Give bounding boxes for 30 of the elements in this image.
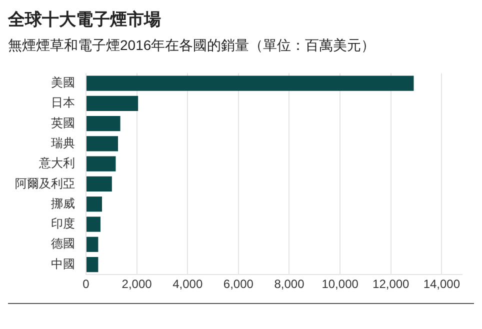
bar xyxy=(86,156,116,172)
x-tick-label: 12,000 xyxy=(372,277,410,292)
y-tick-label: 意大利 xyxy=(38,156,75,170)
y-tick-label: 美國 xyxy=(51,76,75,90)
y-tick-label: 印度 xyxy=(51,216,75,231)
bar xyxy=(86,176,112,192)
y-tick-label: 英國 xyxy=(51,116,75,130)
x-tick-label: 14,000 xyxy=(423,277,460,292)
y-tick-label: 阿爾及利亞 xyxy=(15,176,75,190)
bar xyxy=(86,96,138,111)
bar xyxy=(86,196,102,212)
x-tick-label: 4,000 xyxy=(172,277,203,292)
x-tick-label: 2,000 xyxy=(122,277,152,292)
bar xyxy=(86,136,118,152)
chart-title: 全球十大電子煙市場 xyxy=(8,9,162,31)
bar xyxy=(86,216,100,232)
x-tick-label: 8,000 xyxy=(274,277,305,292)
y-tick-label: 中國 xyxy=(51,256,75,271)
bar xyxy=(86,236,98,252)
bar xyxy=(86,116,120,132)
x-tick-label: 10,000 xyxy=(322,277,359,292)
y-tick-label: 瑞典 xyxy=(51,136,75,150)
bar xyxy=(86,256,98,272)
y-tick-label: 日本 xyxy=(51,96,75,110)
x-tick-label: 6,000 xyxy=(223,277,254,292)
y-tick-label: 挪威 xyxy=(51,196,75,210)
y-tick-label: 德國 xyxy=(51,236,75,251)
bar xyxy=(86,76,414,91)
x-tick-label: 0 xyxy=(82,277,90,292)
chart-subtitle: 無煙煙草和電子煙2016年在各國的銷量（單位：百萬美元） xyxy=(8,37,376,55)
